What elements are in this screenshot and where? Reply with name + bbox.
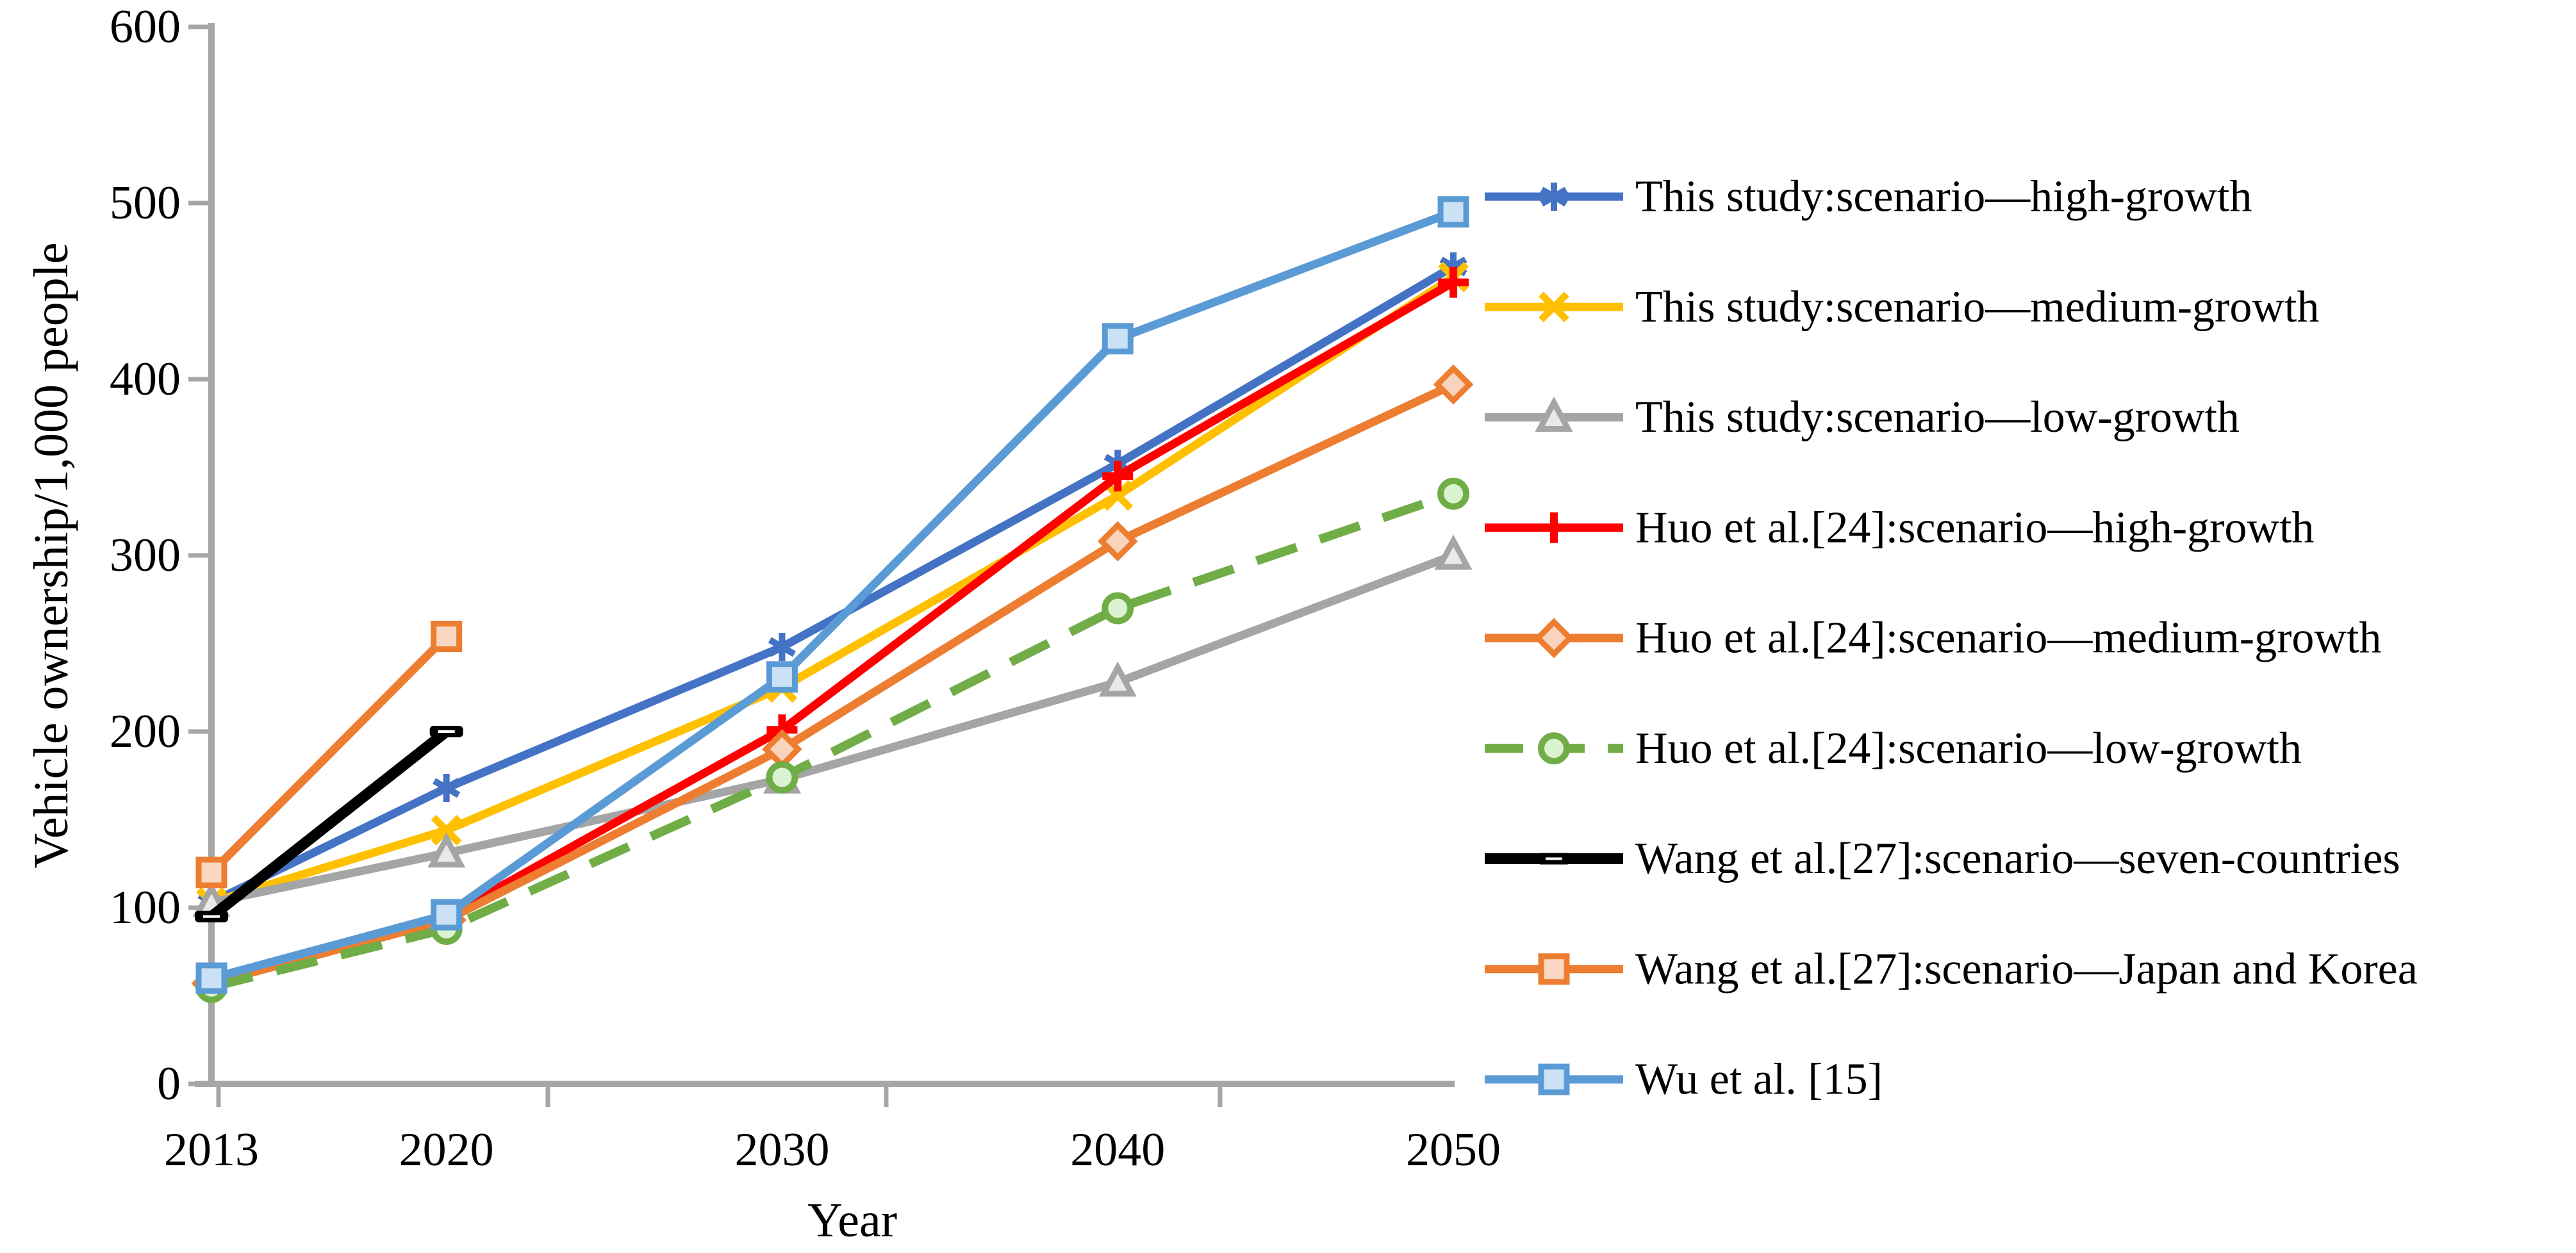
square-marker [1102, 323, 1134, 355]
square-marker [1538, 1063, 1570, 1095]
series-9 [195, 196, 1469, 994]
y-tick-label: 100 [110, 881, 181, 934]
axes: 0 100 200 300 400 500 600 2013 2020 2030 2040 2050 [110, 1, 1501, 1176]
y-tick-label: 200 [110, 705, 181, 758]
series-1 [197, 252, 1467, 917]
asterisk-marker [1540, 186, 1568, 207]
x-tick-label: 2020 [399, 1124, 494, 1176]
square-marker [195, 856, 227, 889]
square-marker [766, 661, 798, 693]
x-marker [1539, 291, 1569, 323]
asterisk-marker [433, 778, 461, 798]
square-marker [1538, 953, 1570, 985]
diamond-marker [1433, 364, 1474, 405]
x-marker [1102, 480, 1134, 511]
square-marker [431, 899, 463, 931]
legend-label: Huo et al.[24]:scenario—low-growth [1635, 724, 2302, 773]
series-8 [195, 621, 463, 889]
legend-item: Wang et al.[27]:scenario—Japan and Korea [1485, 944, 2418, 994]
triangle-marker [427, 832, 466, 868]
square-marker [1437, 196, 1469, 228]
legend-label: Wang et al.[27]:scenario—seven-countries [1635, 834, 2400, 883]
diamond-marker [1097, 521, 1138, 562]
legend-item: Wu et al. [15] [1485, 1055, 1883, 1104]
dash-marker-stripe [203, 915, 220, 918]
triangle-marker [1098, 661, 1137, 697]
legend-label: This study:scenario—medium-growth [1635, 283, 2319, 332]
asterisk-marker [768, 637, 797, 657]
series-6 [195, 477, 1470, 1003]
x-tick-label: 2050 [1406, 1124, 1501, 1176]
legend-label: Huo et al.[24]:scenario—medium-growth [1635, 614, 2381, 663]
circle-marker [1538, 732, 1570, 765]
series-7 [195, 726, 463, 922]
triangle-marker [1434, 534, 1473, 570]
legend-item: This study:scenario—medium-growth [1485, 283, 2319, 332]
legend: This study:scenario—high-growth This stud… [1485, 172, 2418, 1104]
square-marker [431, 621, 463, 652]
y-tick-label: 500 [110, 177, 181, 229]
series-line [210, 263, 1456, 906]
y-tick-label: 600 [110, 1, 181, 53]
series-line [210, 489, 1455, 992]
legend-item: Wang et al.[27]:scenario—seven-countries [1485, 834, 2400, 883]
circle-marker [1437, 477, 1470, 510]
series-layer [191, 196, 1474, 1004]
legend-item: Huo et al.[24]:scenario—medium-growth [1485, 614, 2381, 663]
y-tick-label: 400 [110, 353, 181, 405]
x-tick-label: 2030 [734, 1124, 829, 1176]
legend-label: Huo et al.[24]:scenario—high-growth [1635, 503, 2314, 552]
y-tick-label: 0 [157, 1058, 181, 1110]
diamond-marker [1533, 618, 1574, 659]
x-axis-title: Year [807, 1193, 897, 1247]
series-line [208, 727, 450, 921]
legend-item: Huo et al.[24]:scenario—low-growth [1485, 724, 2302, 773]
circle-marker [766, 761, 798, 794]
series-line [208, 633, 450, 876]
x-tick-label: 2040 [1070, 1124, 1165, 1176]
legend-label: This study:scenario—low-growth [1635, 393, 2240, 442]
legend-item: This study:scenario—low-growth [1485, 393, 2240, 442]
triangle-marker [1535, 396, 1573, 432]
series-3 [192, 534, 1473, 917]
dash-marker-stripe [438, 730, 455, 733]
legend-label: Wang et al.[27]:scenario—Japan and Korea [1635, 944, 2418, 994]
series-5 [191, 364, 1474, 1004]
y-axis-title: Vehicle ownership/1,000 people [24, 242, 78, 868]
legend-item: Huo et al.[24]:scenario—high-growth [1485, 503, 2314, 552]
dash-marker-stripe [1546, 857, 1562, 860]
x-marker [431, 815, 462, 846]
y-tick-label: 300 [110, 529, 181, 582]
x-tick-label: 2013 [164, 1124, 259, 1176]
legend-label: This study:scenario—high-growth [1635, 172, 2252, 222]
legend-label: Wu et al. [15] [1635, 1055, 1883, 1104]
legend-item: This study:scenario—high-growth [1485, 172, 2252, 222]
square-marker [195, 962, 227, 994]
circle-marker [1102, 592, 1134, 625]
series-line [210, 551, 1455, 907]
